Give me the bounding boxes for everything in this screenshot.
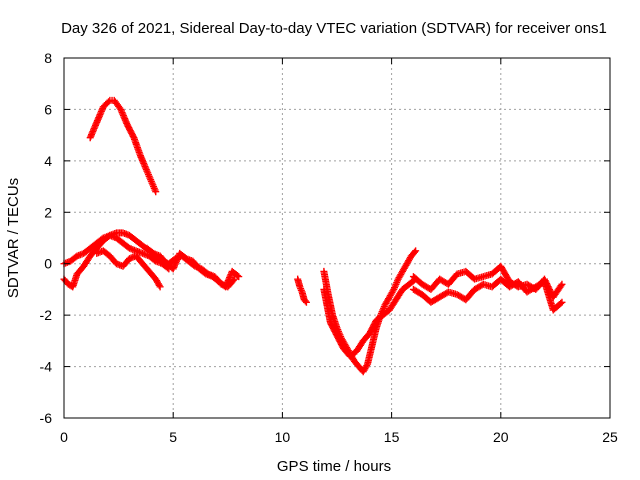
y-tick-label: 0: [44, 256, 52, 272]
x-tick-label: 20: [493, 429, 509, 445]
data-point: [558, 298, 566, 306]
series-arc-e: [294, 275, 310, 306]
x-tick-label: 0: [60, 429, 68, 445]
data-point: [558, 280, 566, 288]
series-arc-b: [60, 229, 238, 291]
y-tick-label: 6: [44, 101, 52, 117]
y-tick-label: 4: [44, 153, 52, 169]
data-point: [412, 247, 420, 255]
data-point: [129, 132, 137, 140]
y-tick-label: 2: [44, 204, 52, 220]
y-tick-label: -2: [40, 307, 53, 323]
data-point: [302, 298, 310, 306]
series-arc-f: [320, 247, 420, 376]
chart-title: Day 326 of 2021, Sidereal Day-to-day VTE…: [61, 20, 607, 37]
data-point: [235, 273, 243, 281]
x-tick-label: 10: [275, 429, 291, 445]
data-point: [152, 188, 160, 196]
data-point: [389, 287, 397, 295]
series-arc-c: [93, 247, 164, 291]
y-tick-label: -4: [40, 359, 53, 375]
data-point: [363, 362, 371, 370]
series-arc-i: [409, 275, 566, 314]
series-arc-high: [86, 96, 160, 196]
data-point: [301, 297, 309, 305]
data-point: [105, 98, 113, 106]
x-axis-label: GPS time / hours: [277, 458, 391, 475]
data-point: [411, 248, 419, 256]
plot-frame: [63, 57, 611, 419]
y-tick-label: -6: [40, 410, 53, 426]
data-point: [557, 299, 565, 307]
y-tick-label: 8: [44, 50, 52, 66]
axis-ticks: 0 5 10 15 20 25 -6 -4 -2 0 2 4 6 8: [40, 50, 618, 445]
data-point: [155, 281, 163, 289]
x-tick-label: 5: [169, 429, 177, 445]
data-point: [557, 282, 565, 290]
data-point: [156, 283, 164, 291]
data-points: [60, 96, 566, 376]
y-axis-label: SDTVAR / TECUs: [5, 178, 22, 298]
x-tick-label: 25: [602, 429, 618, 445]
series-arc-d: [143, 244, 243, 291]
x-tick-label: 15: [384, 429, 400, 445]
grid: [64, 58, 610, 418]
data-point: [233, 272, 241, 280]
